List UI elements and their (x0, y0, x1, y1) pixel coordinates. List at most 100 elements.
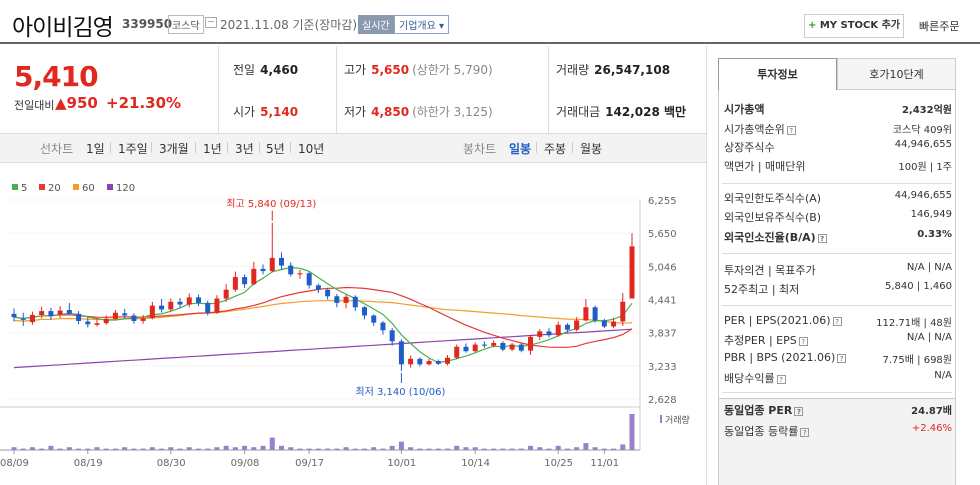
help-icon[interactable]: ? (776, 374, 786, 384)
row-separator (722, 183, 952, 184)
volume-bar (555, 445, 561, 450)
period-3m[interactable]: 3개월 (159, 142, 189, 156)
volume-bar (315, 448, 321, 450)
separator (259, 142, 260, 153)
info-row-label: 시가총액 (724, 103, 765, 116)
candle-body (159, 305, 165, 310)
candle-body (408, 358, 414, 365)
volume-bar (297, 448, 303, 450)
separator (151, 142, 152, 153)
volume-bar (122, 447, 128, 450)
quote-date: 2021.11.08 기준(장마감) (220, 18, 358, 32)
volume-bar (85, 448, 91, 450)
info-row-label: 시가총액순위? (724, 121, 796, 137)
info-row-value: N/A | N/A (906, 332, 952, 343)
info-row-value: 146,949 (910, 209, 952, 220)
volume-bar (500, 448, 506, 450)
candle-body (620, 301, 626, 322)
volume-bar (205, 448, 211, 450)
industry-section (719, 398, 955, 485)
period-5y[interactable]: 5년 (266, 142, 285, 156)
tab-order-book[interactable]: 호가10단계 (837, 58, 956, 90)
period-1w[interactable]: 1주일 (118, 142, 148, 156)
legend-label: 120 (116, 183, 135, 194)
info-row-value: 44,946,655 (894, 139, 952, 150)
candle-body (555, 324, 561, 336)
period-1d[interactable]: 1일 (86, 142, 105, 156)
prev-close: 전일 4,460 (233, 61, 298, 78)
help-icon[interactable]: ? (832, 316, 842, 326)
volume-bar (223, 445, 229, 450)
candle-body (454, 346, 460, 358)
x-tick-label: 10/25 (544, 458, 573, 469)
candle-body (315, 285, 321, 290)
candle-body (288, 265, 294, 275)
candle-body (76, 313, 82, 321)
line-chart-label: 선차트 (40, 142, 74, 156)
volume-bar (20, 448, 26, 450)
candle-body (232, 277, 238, 290)
candle-body (112, 312, 118, 319)
separator (290, 142, 291, 153)
separator (227, 142, 228, 153)
volume: 거래량 26,547,108 (556, 61, 670, 78)
candle-body (195, 297, 201, 303)
volume-bar (352, 448, 358, 450)
help-icon[interactable]: ? (817, 233, 827, 243)
plus-icon: + (807, 20, 817, 31)
current-price: 5,410 (14, 60, 99, 93)
tab-invest-info[interactable]: 투자정보 (718, 58, 837, 90)
y-tick-label: 5,650 (648, 229, 677, 240)
help-icon[interactable]: ? (800, 427, 810, 437)
stock-name: 아이비김영 (12, 15, 114, 41)
prev-day-label: 전일대비 (14, 99, 55, 112)
company-overview-button[interactable]: 기업개요 ▾ (394, 15, 450, 34)
candle-body (205, 302, 211, 313)
period-1y[interactable]: 1년 (203, 142, 222, 156)
candle-body (149, 305, 155, 319)
low-price: 저가 4,850 (하한가 3,125) (344, 103, 493, 120)
info-row: 외국인소진율(B/A)? 0.33% (724, 229, 952, 247)
separator (195, 142, 196, 153)
candle-body (20, 318, 26, 320)
volume-bar (417, 448, 423, 450)
volume-bar (112, 448, 118, 450)
period-3y[interactable]: 3년 (235, 142, 254, 156)
volume-value: 26,547,108 (594, 63, 671, 77)
candle-body (380, 322, 386, 331)
period-weekly[interactable]: 주봉 (544, 142, 567, 156)
divider (548, 46, 549, 133)
help-icon[interactable]: ? (794, 406, 804, 416)
mystock-add-button[interactable]: + MY STOCK 추가 (804, 14, 904, 38)
period-daily[interactable]: 일봉 (509, 142, 532, 156)
x-tick-label: 11/01 (590, 458, 619, 469)
volume-bar (454, 445, 460, 450)
candle-body (583, 307, 589, 321)
realtime-button[interactable]: 실시간 (358, 15, 394, 34)
price-chart: 5 20 60 120 6,255 5,650 5,046 4,441 3,837 3,233 2,… (0, 183, 690, 469)
volume-bar (29, 447, 35, 450)
volume-bar (57, 448, 63, 450)
quick-order-button[interactable]: 빠른주문 (919, 20, 960, 33)
candle-body (426, 361, 432, 365)
info-row: 외국인보유주식수(B) 146,949 (724, 209, 952, 227)
legend-label: 20 (48, 183, 61, 194)
info-row-label: 동일업종 PER? (724, 402, 804, 418)
help-icon[interactable]: ? (786, 125, 796, 135)
period-10y[interactable]: 10년 (298, 142, 325, 156)
change-value: 950 (66, 94, 98, 112)
volume-bar (343, 447, 349, 450)
volume-bar (371, 447, 377, 450)
volume-bar (232, 447, 238, 450)
period-monthly[interactable]: 월봉 (580, 142, 603, 156)
candle-body (472, 344, 478, 352)
volume-bar (463, 447, 469, 450)
help-icon[interactable]: ? (798, 336, 808, 346)
volume-bar (334, 448, 340, 450)
info-row-label: 동일업종 등락률? (724, 423, 810, 439)
help-icon[interactable]: ? (837, 353, 847, 363)
y-tick-label: 6,255 (648, 196, 677, 207)
volume-bar (131, 448, 137, 450)
open-label: 시가 (233, 105, 256, 119)
candle-body (371, 315, 377, 323)
